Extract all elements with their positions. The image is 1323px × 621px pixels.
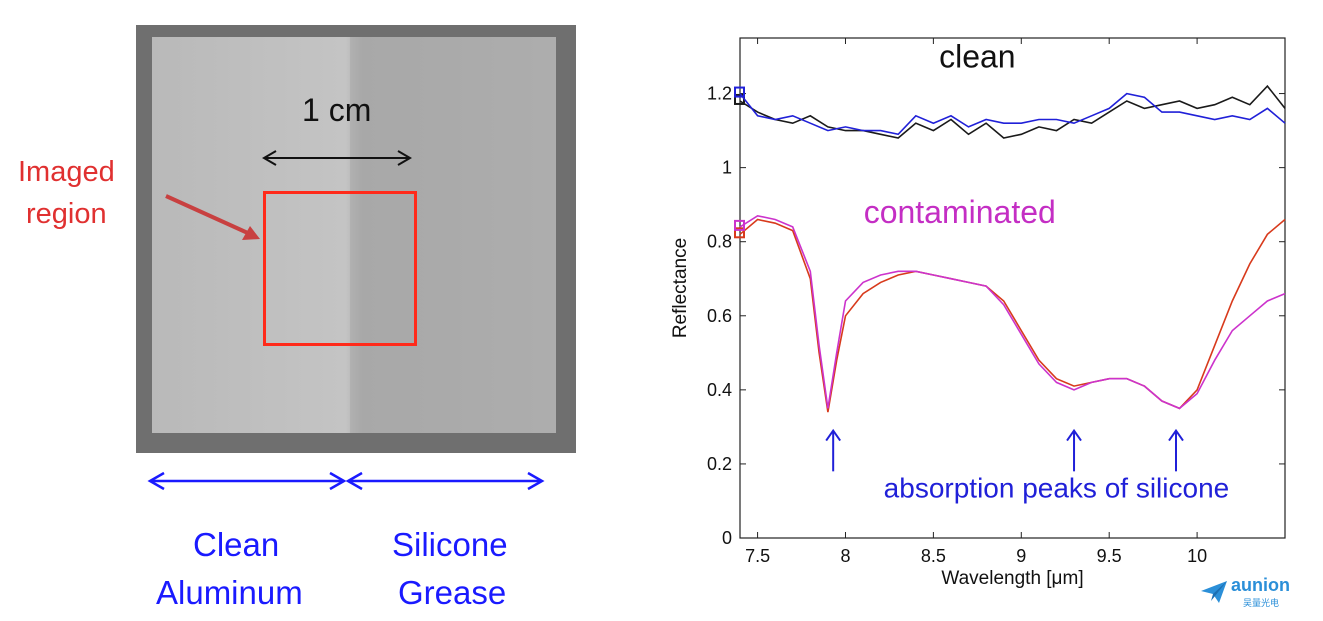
paper-plane-icon <box>1201 581 1227 603</box>
span-arrows <box>147 471 545 491</box>
x-axis-label: Wavelength [μm] <box>941 568 1083 589</box>
x-tick-label: 8 <box>840 546 850 566</box>
series-start-marker-3 <box>734 219 745 231</box>
imaged-region-label-line1: Imaged <box>18 156 115 188</box>
y-tick-label: 0.2 <box>707 454 732 474</box>
x-tick-label: 7.5 <box>745 546 770 566</box>
contaminated-annotation: contaminated <box>864 194 1056 230</box>
imaged-region-arrow <box>165 194 260 240</box>
y-tick-label: 0.6 <box>707 306 732 326</box>
silicone-grease-label-line2: Grease <box>398 574 507 611</box>
clean-aluminum-label-line2: Aluminum <box>156 574 303 611</box>
x-tick-label: 9.5 <box>1097 546 1122 566</box>
aluminum-sample-photo <box>136 25 576 453</box>
x-tick-label: 8.5 <box>921 546 946 566</box>
x-tick-label: 9 <box>1016 546 1026 566</box>
y-axis-label: Reflectance <box>670 238 691 338</box>
peak-arrowhead-1 <box>1066 428 1082 442</box>
y-tick-label: 0.8 <box>707 232 732 252</box>
peak-arrowhead-2 <box>1168 428 1184 442</box>
plot-frame <box>739 37 1286 539</box>
y-tick-label: 1 <box>722 158 732 178</box>
scale-label: 1 cm <box>302 92 372 128</box>
series-line-3 <box>739 214 1286 410</box>
x-tick-label: 10 <box>1187 546 1207 566</box>
peak-arrowhead-0 <box>825 428 841 442</box>
imaged-region-box <box>263 191 417 346</box>
imaged-region-label-line2: region <box>26 198 107 230</box>
y-tick-label: 1.2 <box>707 84 732 104</box>
logo-subtitle: 吴量光电 <box>1243 598 1280 608</box>
y-tick-label: 0.4 <box>707 380 732 400</box>
silicone-grease-label-line1: Silicone <box>392 526 508 563</box>
absorption-annotation: absorption peaks of silicone <box>884 472 1230 503</box>
clean-aluminum-label-line1: Clean <box>193 526 280 563</box>
reflectance-chart: 7.5 8 8.5 9 9.5 10 0 0.2 0.4 0.6 0.8 1 1.2 Wavelength… <box>670 37 1286 589</box>
clean-annotation: clean <box>939 39 1016 75</box>
y-tick-label: 0 <box>722 528 732 548</box>
series-start-marker-1 <box>734 86 745 98</box>
grease-half <box>350 37 556 433</box>
series-line-1 <box>739 92 1286 136</box>
scale-arrow <box>262 150 412 166</box>
series-start-marker-2 <box>734 227 745 239</box>
aunion-logo: aunion 吴量光电 <box>1199 575 1309 611</box>
logo-name: aunion <box>1231 575 1290 595</box>
series-line-0 <box>739 84 1286 139</box>
